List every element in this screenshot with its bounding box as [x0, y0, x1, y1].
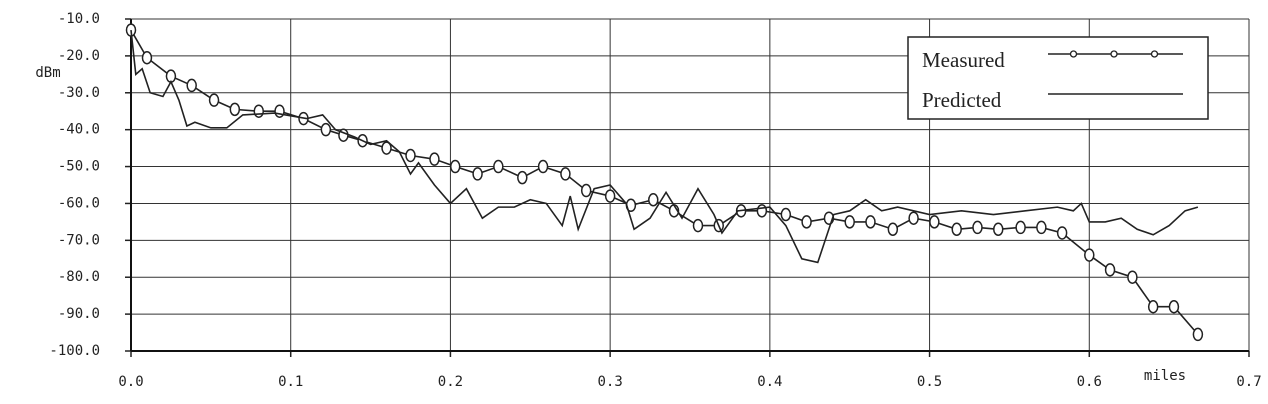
data-point [692, 218, 704, 233]
data-point [253, 104, 265, 118]
data-point [1168, 299, 1180, 314]
legend-marker [1110, 50, 1118, 58]
y-tick-label: -10.0 [58, 11, 100, 27]
y-tick-label: -100.0 [49, 343, 100, 359]
y-tick-label: -90.0 [58, 306, 100, 322]
data-point [580, 183, 592, 198]
data-point [449, 159, 461, 174]
x-tick-label: 0.1 [278, 374, 303, 390]
x-tick-label: 0.2 [438, 374, 463, 390]
data-point [604, 189, 616, 203]
data-point [801, 215, 812, 229]
data-point [517, 170, 528, 185]
y-tick-label: -30.0 [58, 85, 100, 101]
x-tick-label: 0.0 [118, 374, 143, 390]
x-tick-label: 0.6 [1077, 374, 1102, 390]
legend-box [907, 36, 1209, 120]
legend-label: Predicted [922, 88, 1002, 112]
data-point [648, 193, 659, 207]
data-point [887, 222, 899, 237]
data-point [141, 50, 153, 65]
data-point [865, 215, 876, 229]
data-point [1127, 270, 1138, 284]
data-point [405, 148, 416, 163]
x-tick-label: 0.7 [1236, 374, 1261, 390]
y-tick-label: -80.0 [58, 269, 100, 285]
legend-marker [1150, 50, 1159, 58]
x-tick-label: 0.3 [597, 374, 622, 390]
data-point [1192, 327, 1204, 342]
data-point [320, 122, 332, 137]
legend-label: Measured [922, 48, 1005, 72]
data-point [1104, 263, 1116, 277]
data-point [1015, 220, 1026, 235]
data-point [208, 93, 220, 107]
data-point [537, 159, 549, 174]
x-axis-label: miles [1144, 368, 1186, 384]
data-point [951, 222, 962, 237]
data-point [186, 78, 197, 93]
data-point [756, 204, 768, 218]
data-point [1084, 248, 1095, 262]
legend-marker [1069, 50, 1078, 58]
data-point [274, 104, 285, 118]
data-point [780, 207, 792, 222]
y-tick-label: -70.0 [58, 232, 100, 248]
data-point [493, 159, 504, 174]
data-point [908, 211, 919, 225]
y-tick-label: -40.0 [58, 122, 100, 138]
data-point [560, 167, 571, 181]
y-tick-label: -20.0 [58, 48, 100, 64]
data-point [429, 152, 440, 166]
y-tick-label: -50.0 [58, 159, 100, 175]
y-tick-label: -60.0 [58, 195, 100, 211]
data-point [472, 167, 483, 181]
y-axis-label: dBm [35, 65, 60, 81]
x-tick-label: 0.4 [757, 374, 782, 390]
data-point [972, 220, 983, 235]
x-tick-label: 0.5 [917, 374, 942, 390]
series-line [130, 29, 1199, 264]
data-point [992, 222, 1004, 237]
data-point [929, 215, 940, 229]
data-point [229, 102, 241, 117]
data-point [1147, 299, 1159, 314]
data-point [381, 141, 392, 155]
data-point [844, 215, 855, 229]
data-point [1036, 220, 1047, 235]
data-point [1056, 226, 1068, 240]
